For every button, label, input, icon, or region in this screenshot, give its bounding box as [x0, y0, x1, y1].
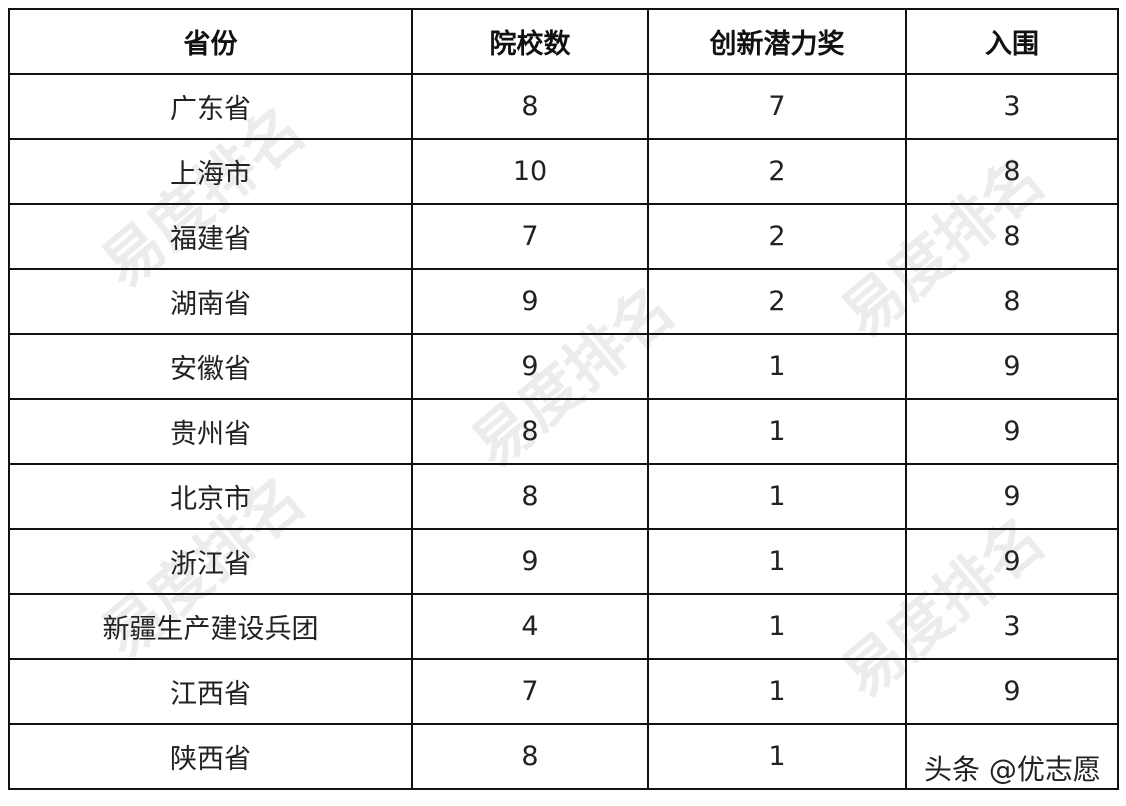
cell-province: 安徽省	[8, 333, 413, 400]
table-row: 新疆生产建设兵团 4 1 3	[8, 593, 1119, 660]
cell-province: 新疆生产建设兵团	[8, 593, 413, 660]
cell-shortlisted: 9	[905, 463, 1119, 530]
cell-shortlisted: 8	[905, 138, 1119, 205]
cell-schools: 9	[411, 528, 649, 595]
cell-province: 上海市	[8, 138, 413, 205]
cell-schools: 8	[411, 723, 649, 790]
cell-shortlisted: 3	[905, 593, 1119, 660]
cell-innovation-award: 2	[647, 268, 907, 335]
cell-province: 浙江省	[8, 528, 413, 595]
cell-schools: 8	[411, 398, 649, 465]
cell-shortlisted: 9	[905, 398, 1119, 465]
table-row: 福建省 7 2 8	[8, 203, 1119, 270]
cell-schools: 10	[411, 138, 649, 205]
cell-province: 陕西省	[8, 723, 413, 790]
table-row: 陕西省 8 1	[8, 723, 1119, 790]
credit-watermark: 头条 @优志愿	[924, 748, 1101, 788]
cell-innovation-award: 1	[647, 593, 907, 660]
cell-schools: 9	[411, 333, 649, 400]
cell-innovation-award: 1	[647, 658, 907, 725]
cell-shortlisted: 8	[905, 203, 1119, 270]
cell-innovation-award: 7	[647, 73, 907, 140]
cell-schools: 4	[411, 593, 649, 660]
cell-province: 北京市	[8, 463, 413, 530]
cell-shortlisted: 8	[905, 268, 1119, 335]
table-row: 北京市 8 1 9	[8, 463, 1119, 530]
cell-schools: 9	[411, 268, 649, 335]
cell-shortlisted: 9	[905, 333, 1119, 400]
cell-province: 湖南省	[8, 268, 413, 335]
cell-province: 江西省	[8, 658, 413, 725]
table-row: 湖南省 9 2 8	[8, 268, 1119, 335]
cell-shortlisted: 3	[905, 73, 1119, 140]
cell-schools: 7	[411, 658, 649, 725]
cell-province: 福建省	[8, 203, 413, 270]
table-row: 上海市 10 2 8	[8, 138, 1119, 205]
table-row: 江西省 7 1 9	[8, 658, 1119, 725]
table-row: 广东省 8 7 3	[8, 73, 1119, 140]
cell-innovation-award: 1	[647, 333, 907, 400]
cell-innovation-award: 1	[647, 398, 907, 465]
cell-province: 贵州省	[8, 398, 413, 465]
header-row: 省份 院校数 创新潜力奖 入围	[8, 8, 1119, 75]
cell-schools: 8	[411, 73, 649, 140]
header-schools: 院校数	[411, 8, 649, 75]
cell-shortlisted: 9	[905, 658, 1119, 725]
header-shortlisted: 入围	[905, 8, 1119, 75]
cell-innovation-award: 2	[647, 203, 907, 270]
cell-innovation-award: 1	[647, 723, 907, 790]
cell-shortlisted: 9	[905, 528, 1119, 595]
header-province: 省份	[8, 8, 413, 75]
cell-schools: 7	[411, 203, 649, 270]
cell-province: 广东省	[8, 73, 413, 140]
data-table: 省份 院校数 创新潜力奖 入围 广东省 8 7 3 上海市 10 2 8 福建省 7 2 8 湖南省 9 2…	[8, 8, 1119, 790]
table-row: 浙江省 9 1 9	[8, 528, 1119, 595]
table-row: 安徽省 9 1 9	[8, 333, 1119, 400]
header-innovation-award: 创新潜力奖	[647, 8, 907, 75]
table-row: 贵州省 8 1 9	[8, 398, 1119, 465]
cell-innovation-award: 1	[647, 528, 907, 595]
cell-innovation-award: 1	[647, 463, 907, 530]
cell-innovation-award: 2	[647, 138, 907, 205]
cell-schools: 8	[411, 463, 649, 530]
